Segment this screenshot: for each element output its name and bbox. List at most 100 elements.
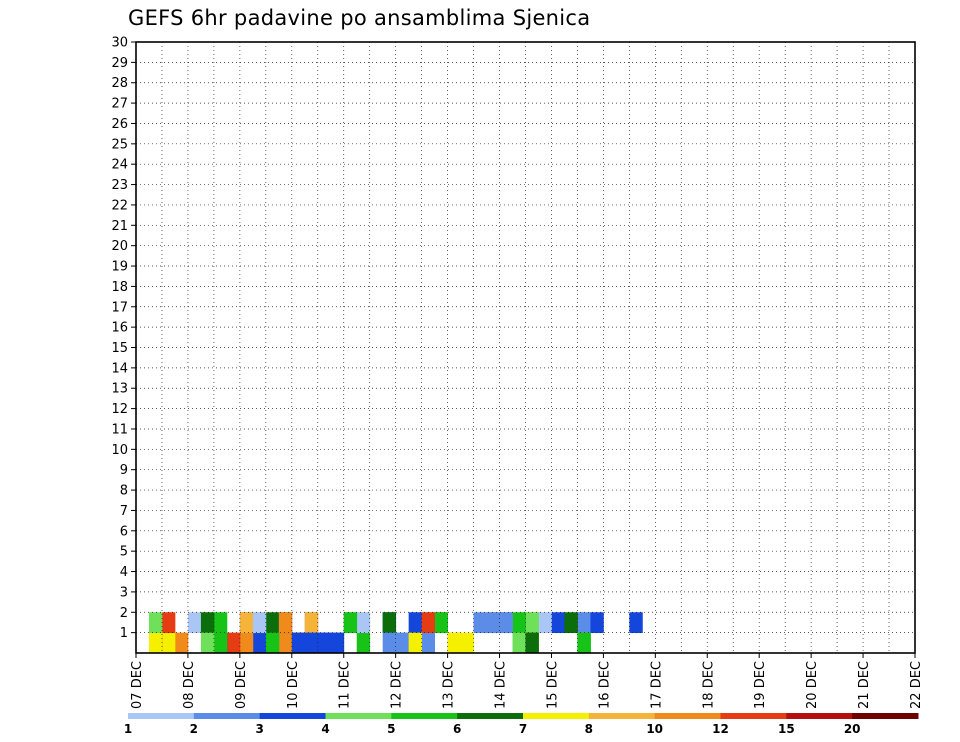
heatmap-cell (278, 612, 293, 634)
heatmap-cell (200, 632, 215, 654)
colorbar-swatch (720, 713, 787, 719)
colorbar-swatch (457, 713, 524, 719)
heatmap-cell (447, 632, 461, 654)
colorbar-swatch (259, 713, 326, 719)
x-tick-label: 09 DEC (234, 661, 249, 709)
y-tick-label: 16 (111, 321, 128, 336)
x-tick-label: 13 DEC (442, 661, 457, 709)
x-tick-label: 22 DEC (909, 661, 924, 709)
heatmap-cell (252, 612, 267, 634)
heatmap-cell (577, 612, 591, 634)
colorbar: 1 2 3 4 5 6 7 8 10 12 15 20 (124, 713, 919, 736)
heatmap-cell (356, 612, 371, 634)
colorbar-label: 15 (778, 722, 795, 736)
colorbar-label: 3 (255, 722, 263, 736)
y-tick-label: 20 (111, 239, 128, 254)
x-tick-label: 14 DEC (494, 661, 509, 709)
x-tick-label: 10 DEC (286, 661, 301, 709)
y-tick-label: 18 (111, 280, 128, 295)
x-tick-label: 18 DEC (701, 661, 716, 709)
heatmap-cell (330, 632, 345, 654)
y-tick-label: 1 (120, 626, 128, 641)
x-tick-label: 20 DEC (805, 661, 820, 709)
x-tick-label: 15 DEC (545, 661, 560, 709)
heatmap-cell (304, 612, 319, 634)
heatmap-cell (382, 612, 397, 634)
y-tick-label: 27 (111, 97, 128, 112)
heatmap-cell (473, 612, 487, 634)
y-tick-label: 15 (111, 341, 128, 356)
x-tick-label: 07 DEC (130, 661, 145, 709)
heatmap-cell (148, 612, 163, 634)
y-tick-label: 13 (111, 382, 128, 397)
y-tick-label: 26 (111, 117, 128, 132)
colorbar-label: 7 (519, 722, 527, 736)
heatmap-cell (304, 632, 319, 654)
heatmap-cell (382, 632, 397, 654)
colorbar-label: 6 (453, 722, 461, 736)
heatmap-cell (356, 632, 371, 654)
x-tick-label: 17 DEC (649, 661, 664, 709)
heatmap-cell (486, 612, 500, 634)
heatmap-cell (629, 612, 643, 634)
x-tick-label: 19 DEC (753, 661, 768, 709)
colorbar-label: 4 (321, 722, 329, 736)
colorbar-swatch (588, 713, 656, 719)
heatmap-cell (265, 612, 280, 634)
heatmap-cell (213, 632, 228, 654)
heatmap-cell (213, 612, 228, 634)
x-tick-label: 12 DEC (390, 661, 405, 709)
heatmap-cell (421, 612, 436, 634)
heatmap-cell (421, 632, 436, 654)
heatmap-cell (252, 632, 267, 654)
y-tick-label: 11 (111, 422, 128, 437)
y-tick-label: 23 (111, 178, 128, 193)
colorbar-swatch (786, 713, 853, 719)
colorbar-label: 20 (844, 722, 861, 736)
grid-layer (136, 41, 915, 653)
y-tick-label: 2 (120, 606, 128, 621)
colorbar-label: 2 (190, 722, 198, 736)
y-tick-label: 3 (120, 585, 128, 600)
heatmap-cell (148, 632, 163, 654)
heatmap-cell (239, 632, 254, 654)
cells-layer (148, 612, 643, 654)
heatmap-cell (343, 612, 358, 634)
y-tick-label: 29 (111, 56, 128, 71)
y-tick-label: 22 (111, 198, 128, 213)
colorbar-swatch (523, 713, 590, 719)
heatmap-cell (525, 612, 539, 634)
y-tick-label: 19 (111, 260, 128, 275)
y-tick-label: 12 (111, 402, 128, 417)
colorbar-swatch (852, 713, 919, 719)
y-tick-label: 5 (120, 545, 128, 560)
heatmap-cell (434, 612, 448, 634)
heatmap-cell (512, 632, 526, 654)
heatmap-cell (564, 612, 578, 634)
x-tick-label: 21 DEC (857, 661, 872, 709)
colorbar-swatch (654, 713, 721, 719)
colorbar-swatch (128, 713, 195, 719)
heatmap-cell (278, 632, 293, 654)
axes-layer: 1234567891011121314151617181920212223242… (111, 36, 924, 709)
heatmap-cell (291, 632, 306, 654)
heatmap-cell (408, 632, 423, 654)
heatmap-cell (265, 632, 280, 654)
heatmap-cell (408, 612, 423, 634)
heatmap-cell (200, 612, 215, 634)
y-tick-label: 30 (111, 36, 128, 51)
y-tick-label: 7 (120, 504, 128, 519)
colorbar-label: 10 (646, 722, 663, 736)
y-tick-label: 28 (111, 76, 128, 91)
heatmap-cell (317, 632, 332, 654)
y-tick-label: 17 (111, 300, 128, 315)
y-tick-label: 14 (111, 361, 128, 376)
colorbar-label: 5 (387, 722, 395, 736)
y-tick-label: 21 (111, 219, 128, 234)
y-tick-label: 24 (111, 158, 128, 173)
chart-title: GEFS 6hr padavine po ansamblima Sjenica (128, 6, 591, 30)
heatmap-cell (239, 612, 254, 634)
heatmap-cell (499, 612, 513, 634)
colorbar-swatch (193, 713, 261, 719)
